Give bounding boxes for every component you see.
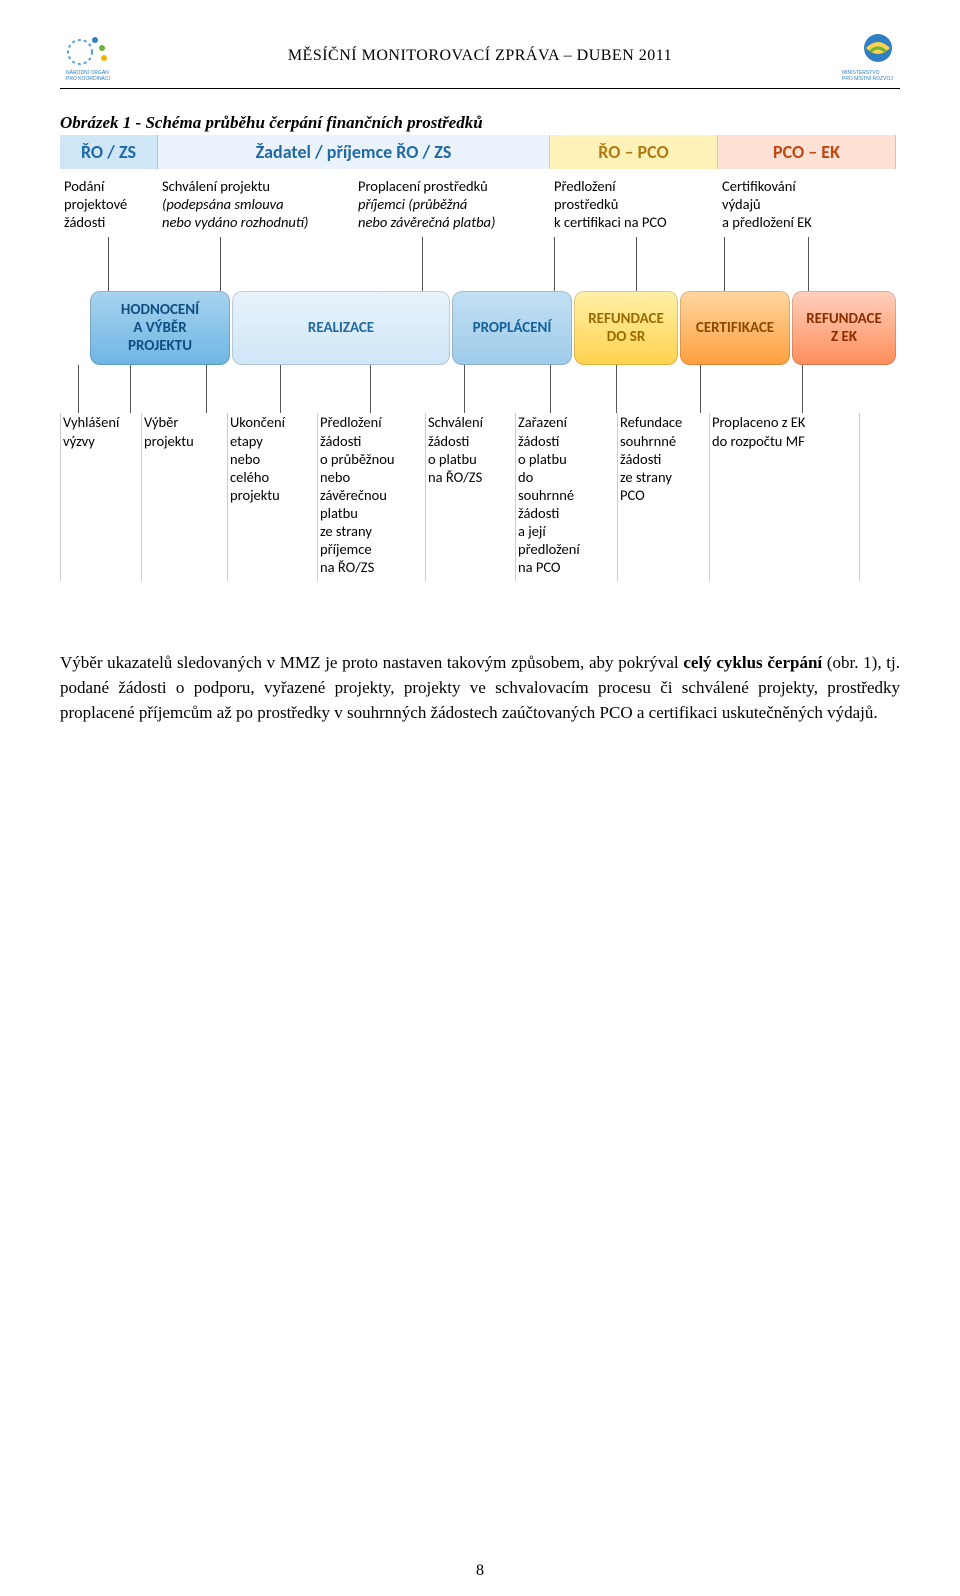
pill-band: HODNOCENÍ A VÝBĚR PROJEKTUREALIZACEPROPL… [60,291,900,365]
page-header: NÁRODNÍ ORGÁN PRO KOORDINACI MĚSÍČNÍ MON… [60,30,900,89]
figure-caption: Obrázek 1 - Schéma průběhu čerpání finan… [60,113,900,133]
lower-label-row: Vyhlášení výzvyVýběr projektuUkončení et… [60,413,900,581]
connector-line [206,365,207,413]
page-number: 8 [0,1562,960,1580]
connector-line [636,237,637,291]
lower-label-col: Ukončení etapy nebo celého projektu [228,413,318,581]
connector-line [464,365,465,413]
connector-line [280,365,281,413]
svg-text:NÁRODNÍ ORGÁN: NÁRODNÍ ORGÁN [66,69,109,76]
topband-segment: PCO – EK [718,135,896,169]
phase-pill: REFUNDACE Z EK [792,291,896,365]
connector-line [616,365,617,413]
connector-line [78,365,79,413]
connector-line [554,237,555,291]
connector-line [700,365,701,413]
svg-text:PRO KOORDINACI: PRO KOORDINACI [66,76,110,82]
description-col: Proplacení prostředkůpříjemci (průběžnán… [354,175,550,233]
connector-line [550,365,551,413]
connectors-bottom [60,365,900,413]
body-paragraph: Výběr ukazatelů sledovaných v MMZ je pro… [60,651,900,725]
description-row: PodáníprojektovéžádostiSchválení projekt… [60,175,900,233]
topband-segment: ŘO – PCO [550,135,718,169]
header-title: MĚSÍČNÍ MONITOROVACÍ ZPRÁVA – DUBEN 2011 [288,47,672,65]
connectors-top [60,237,900,291]
connector-line [724,237,725,291]
lower-label-col: Výběr projektu [142,413,228,581]
topband: ŘO / ZSŽadatel / příjemce ŘO / ZSŘO – PC… [60,135,900,169]
lower-label-col: Schválení žádosti o platbu na ŘO/ZS [426,413,516,581]
topband-segment: ŘO / ZS [60,135,158,169]
topband-segment: Žadatel / příjemce ŘO / ZS [158,135,550,169]
phase-pill: CERTIFIKACE [680,291,790,365]
logo-right: MINISTERSTVO PRO MÍSTNÍ ROZVOJ [840,30,900,82]
page: NÁRODNÍ ORGÁN PRO KOORDINACI MĚSÍČNÍ MON… [0,0,960,1596]
description-col: Schválení projektu(podepsána smlouvanebo… [158,175,354,233]
connector-line [802,365,803,413]
phase-pill: REFUNDACE DO SR [574,291,678,365]
connector-line [130,365,131,413]
description-col: Podáníprojektovéžádosti [60,175,158,233]
phase-pill: PROPLÁCENÍ [452,291,572,365]
connector-line [370,365,371,413]
description-col: Certifikovánívýdajůa předložení EK [718,175,896,233]
phase-pill: HODNOCENÍ A VÝBĚR PROJEKTU [90,291,230,365]
lower-label-col: Zařazení žádostí o platbu do souhrnné žá… [516,413,618,581]
lower-label-col: Předložení žádosti o průběžnou nebo závě… [318,413,426,581]
connector-line [422,237,423,291]
lower-label-col: Refundace souhrnné žádosti ze strany PCO [618,413,710,581]
connector-line [108,237,109,291]
phase-pill: REALIZACE [232,291,450,365]
connector-line [808,237,809,291]
description-col: Předloženíprostředkůk certifikaci na PCO [550,175,718,233]
lower-label-col: Vyhlášení výzvy [60,413,142,581]
logo-left: NÁRODNÍ ORGÁN PRO KOORDINACI [60,30,120,82]
connector-line [220,237,221,291]
lower-label-col: Proplaceno z EK do rozpočtu MF [710,413,860,581]
svg-text:PRO MÍSTNÍ ROZVOJ: PRO MÍSTNÍ ROZVOJ [842,75,893,82]
